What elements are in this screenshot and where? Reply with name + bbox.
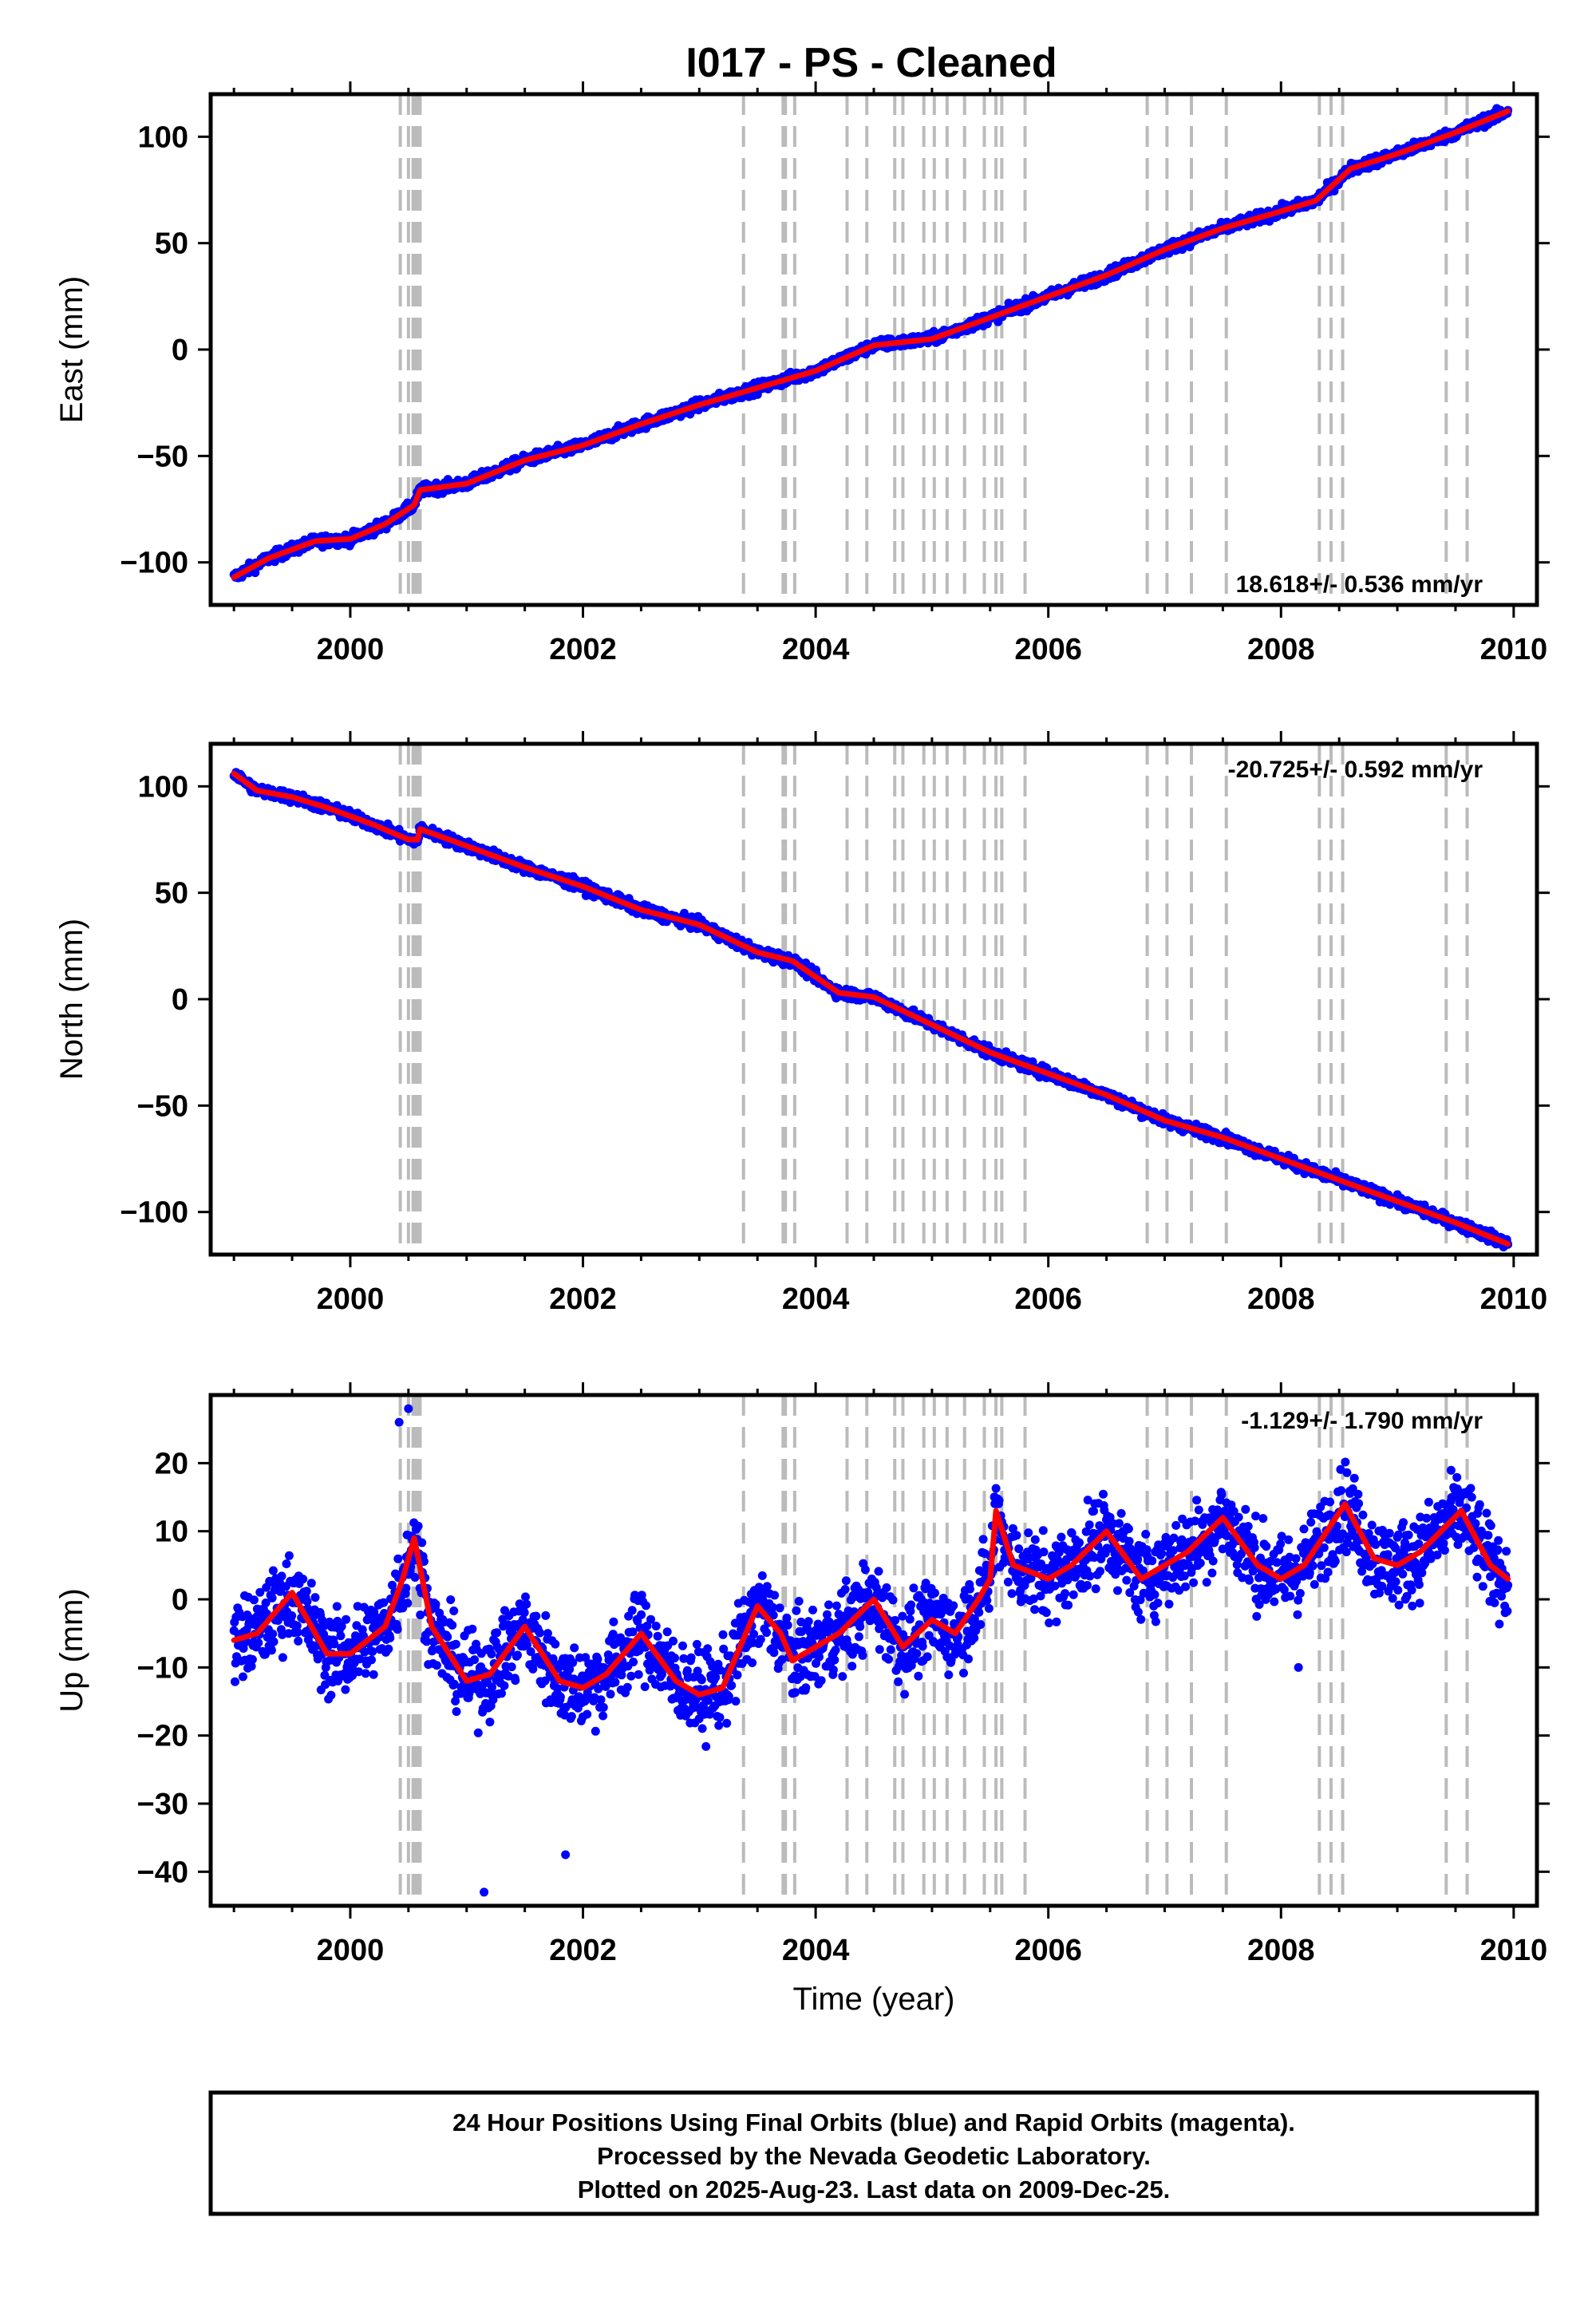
y-tick-label: 50 — [155, 227, 188, 261]
x-tick-label: 2008 — [1247, 1282, 1315, 1316]
chart-title: I017 - PS - Cleaned — [685, 40, 1057, 86]
plot-area-north — [229, 744, 1513, 1255]
x-tick-label: 2000 — [317, 1282, 385, 1316]
y-tick-label: −50 — [137, 440, 188, 473]
x-tick-label: 2004 — [782, 633, 850, 666]
rate-label-east: 18.618+/- 0.536 mm/yr — [1236, 571, 1483, 598]
x-tick-label: 2010 — [1480, 633, 1548, 666]
x-tick-label: 2000 — [317, 633, 385, 666]
model-line-north — [231, 770, 1511, 1247]
data-point — [251, 568, 260, 578]
y-tick-label: −100 — [120, 547, 188, 580]
panel-north: 2000 2002 2004 2006 2008 2010−100−50050100Nor… — [54, 731, 1550, 1316]
y-tick-label: 100 — [138, 121, 188, 154]
x-tick-label: 2010 — [1480, 1282, 1548, 1316]
panel-east: 2000 2002 2004 2006 2008 2010 −100 −50 0 50 100 Eas… — [54, 81, 1550, 666]
x-tick-label: 2002 — [549, 1282, 617, 1316]
y-axis-label-east: East (mm) — [54, 276, 89, 423]
plot-area-east — [229, 94, 1513, 605]
panels-group: 2000 2002 2004 2006 2008 2010 −100 −50 0 50 100 Eas… — [54, 81, 1550, 2017]
x-tick-label: 2006 — [1014, 633, 1082, 666]
x-tick-label: 2008 — [1247, 633, 1315, 666]
model-line-east — [231, 108, 1511, 580]
x-tick-label: 2002 — [549, 633, 617, 666]
x-tick-label: 2004 — [782, 1282, 850, 1316]
y-tick-label: −100 — [120, 1196, 188, 1230]
y-tick-label: 0 — [172, 334, 188, 367]
x-tick-label: 2006 — [1014, 1282, 1082, 1316]
